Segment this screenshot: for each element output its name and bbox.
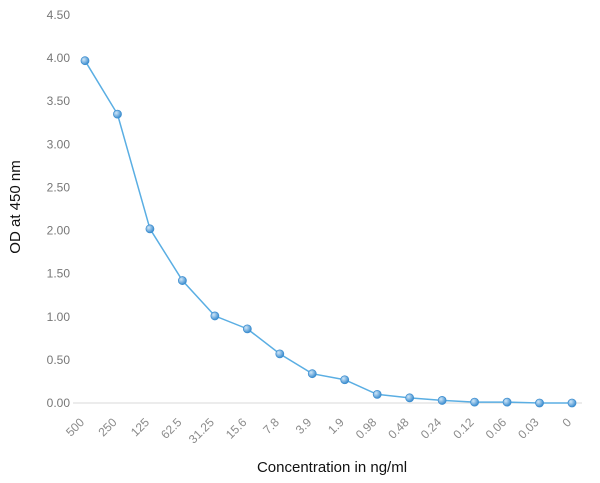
data-point <box>307 369 317 379</box>
x-tick-label: 125 <box>128 415 152 439</box>
data-point <box>502 397 512 407</box>
data-point <box>470 397 480 407</box>
x-tick-label: 0.12 <box>450 415 477 442</box>
x-tick-label: 1.9 <box>325 415 347 437</box>
x-tick-label: 0.24 <box>418 415 445 442</box>
series-layer <box>80 56 577 408</box>
x-tick-label: 31.25 <box>186 415 217 446</box>
data-point <box>145 224 155 234</box>
data-point <box>437 396 447 405</box>
x-tick-label: 500 <box>63 415 87 439</box>
y-tick-label: 0.00 <box>47 396 71 410</box>
y-tick-label: 1.50 <box>47 267 71 281</box>
data-point <box>567 398 577 408</box>
y-tick-label: 3.00 <box>47 137 71 151</box>
x-tick-label: 62.5 <box>158 415 185 442</box>
x-tick-label: 7.8 <box>260 415 282 437</box>
x-axis-ticks: 500 250 125 62.5 31.25 15.6 7.8 3.9 1.9 0.98 0.48 0… <box>63 415 574 446</box>
data-point <box>340 375 350 385</box>
x-tick-label: 0 <box>559 415 574 430</box>
y-axis-title: OD at 450 nm <box>7 160 24 253</box>
y-tick-label: 4.00 <box>47 51 71 65</box>
data-point <box>535 398 544 408</box>
data-point <box>80 56 90 66</box>
y-tick-label: 2.00 <box>47 224 71 238</box>
x-tick-label: 0.48 <box>385 415 412 442</box>
y-tick-label: 2.50 <box>47 180 71 194</box>
data-point <box>275 349 285 359</box>
x-tick-label: 0.03 <box>515 415 542 442</box>
x-tick-label: 3.9 <box>293 415 315 437</box>
x-tick-label: 0.98 <box>353 415 380 442</box>
series-line <box>84 60 572 404</box>
y-tick-label: 3.50 <box>47 94 71 108</box>
x-tick-label: 0.06 <box>483 415 510 442</box>
y-tick-label: 4.50 <box>47 8 71 22</box>
data-point <box>210 311 220 321</box>
data-point <box>405 393 415 403</box>
data-point <box>177 276 187 285</box>
y-tick-label: 1.00 <box>47 310 71 324</box>
data-point <box>242 324 252 334</box>
y-tick-label: 0.50 <box>47 353 71 367</box>
data-point <box>372 389 382 399</box>
data-point <box>113 109 122 119</box>
x-axis-title: Concentration in ng/ml <box>257 459 407 476</box>
x-tick-label: 250 <box>96 415 120 439</box>
y-axis-ticks: 0.00 0.50 1.00 1.50 2.00 2.50 3.00 3.50 4.00 4.50 <box>47 8 71 410</box>
x-tick-label: 15.6 <box>223 415 250 442</box>
